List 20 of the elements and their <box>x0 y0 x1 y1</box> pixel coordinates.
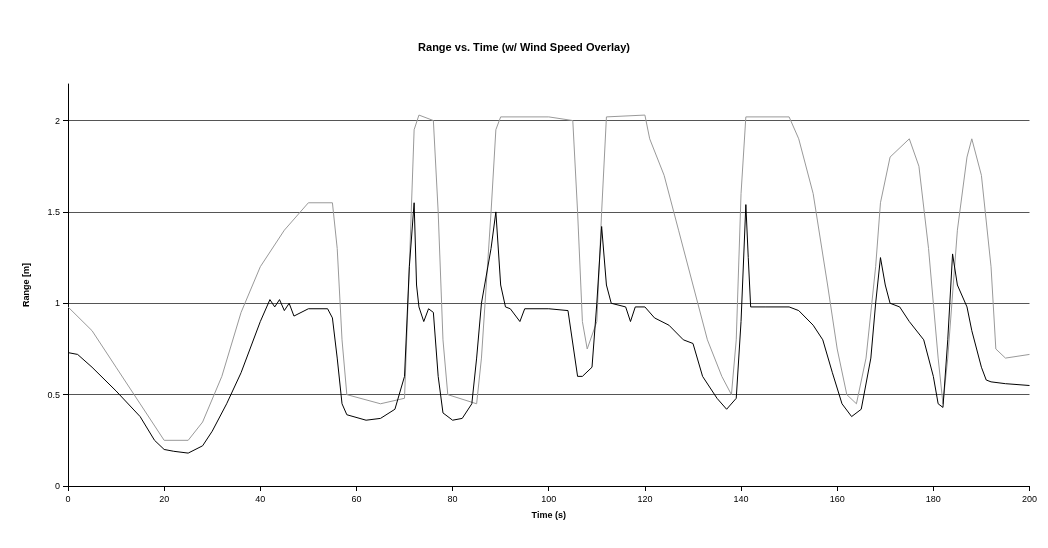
y-axis-title: Range [m] <box>20 262 31 308</box>
y-tick-label: 0.5 <box>47 389 60 400</box>
x-axis-title: Time (s) <box>531 509 566 520</box>
y-tick-label: 2 <box>54 115 60 126</box>
y-tick-label: 1.5 <box>47 206 60 217</box>
x-tick-label: 200 <box>1021 493 1038 504</box>
x-tick-label: 120 <box>637 493 653 504</box>
line-series <box>67 114 1030 441</box>
chart-title: Range vs. Time (w/ Wind Speed Overlay) <box>418 40 631 53</box>
x-tick-label: 140 <box>733 493 749 504</box>
x-tick-label: 80 <box>447 493 458 504</box>
x-tick-label: 160 <box>829 493 845 504</box>
x-tick-label: 100 <box>541 493 557 504</box>
x-tick-label: 20 <box>159 493 170 504</box>
x-tick-label: 180 <box>925 493 941 504</box>
x-tick-label: 60 <box>351 493 362 504</box>
x-tick-label: 40 <box>255 493 266 504</box>
y-tick-label: 0 <box>54 481 60 491</box>
y-tick-label: 1 <box>54 298 60 309</box>
x-tick-label: 0 <box>65 493 71 504</box>
